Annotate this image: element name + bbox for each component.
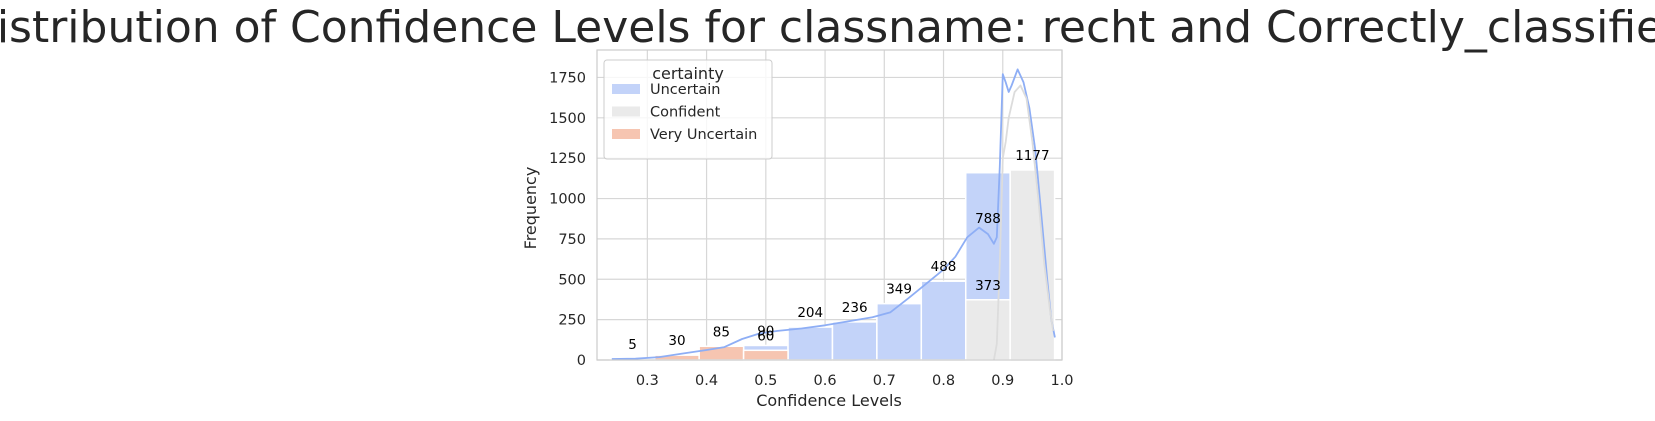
legend-label-confident: Confident [650, 105, 721, 121]
legend-swatch-confident [612, 106, 640, 117]
x-tick-label-6: 0.9 [991, 373, 1014, 389]
bar-uncertain-5 [831, 321, 878, 361]
y-tick-label-6: 1500 [549, 111, 586, 127]
bar-label-11: 1177 [1015, 148, 1049, 164]
x-tick-label-0: 0.3 [636, 373, 659, 389]
bar-label-3: 90 [757, 323, 774, 339]
bar-uncertain-7 [920, 280, 967, 361]
legend-swatch-uncertain [612, 84, 640, 94]
y-tick-label-5: 1250 [549, 151, 586, 167]
y-tick-label-7: 1750 [549, 70, 586, 86]
x-tick-label-7: 1.0 [1050, 373, 1073, 389]
kde-uncertain [611, 68, 1056, 360]
legend-title: certainty [652, 64, 724, 83]
bar-label-1: 30 [668, 333, 685, 349]
bar-label-5: 204 [797, 305, 823, 321]
bar-uncertain-4 [787, 326, 834, 361]
x-tick-label-2: 0.5 [754, 373, 777, 389]
legend-entries: Uncertain Confident Very Uncertain [612, 82, 757, 143]
bar-label-9: 788 [975, 211, 1001, 227]
y-tick-label-1: 250 [558, 313, 586, 329]
y-tick-label-0: 0 [577, 353, 586, 369]
x-tick-label-3: 0.6 [814, 373, 837, 389]
bar-label-2: 85 [713, 324, 730, 340]
legend-label-uncertain: Uncertain [650, 82, 720, 98]
y-tick-label-3: 750 [558, 232, 586, 248]
x-ticks: 0.3 0.4 0.5 0.6 0.7 0.8 0.9 1.0 [636, 373, 1074, 389]
legend-box [603, 59, 773, 160]
plot-frame [596, 49, 1063, 361]
y-tick-label-2: 500 [558, 272, 586, 288]
bar-confident-9 [1009, 169, 1056, 361]
kde-confident [993, 84, 1054, 361]
x-tick-label-1: 0.4 [695, 373, 718, 389]
bar-label-4: 60 [757, 328, 774, 344]
bar-uncertain-6 [876, 302, 923, 361]
legend-label-very-uncertain: Very Uncertain [650, 127, 757, 143]
bar-label-10: 373 [975, 278, 1001, 294]
x-axis-label: Confidence Levels [756, 391, 902, 410]
bar-label-7: 349 [886, 282, 912, 298]
legend: certainty Uncertain Confident Very Uncerta… [603, 59, 773, 160]
legend-swatch-very-uncertain [612, 129, 640, 139]
y-tick-label-4: 1000 [549, 192, 586, 208]
bar-label-8: 488 [931, 259, 957, 275]
bar-label-6: 236 [842, 300, 868, 316]
bar-very-uncertain-3 [742, 349, 789, 361]
chart-title: Distribution of Confidence Levels for cl… [0, 2, 1655, 53]
kde-curves [611, 68, 1056, 361]
bar-label-0: 5 [628, 337, 637, 353]
y-axis-label: Frequency [521, 167, 540, 250]
x-tick-label-5: 0.8 [932, 373, 955, 389]
y-ticks: 0 250 500 750 1000 1250 1500 1750 [549, 70, 586, 369]
x-tick-label-4: 0.7 [873, 373, 896, 389]
bar-confident-8 [964, 299, 1011, 361]
